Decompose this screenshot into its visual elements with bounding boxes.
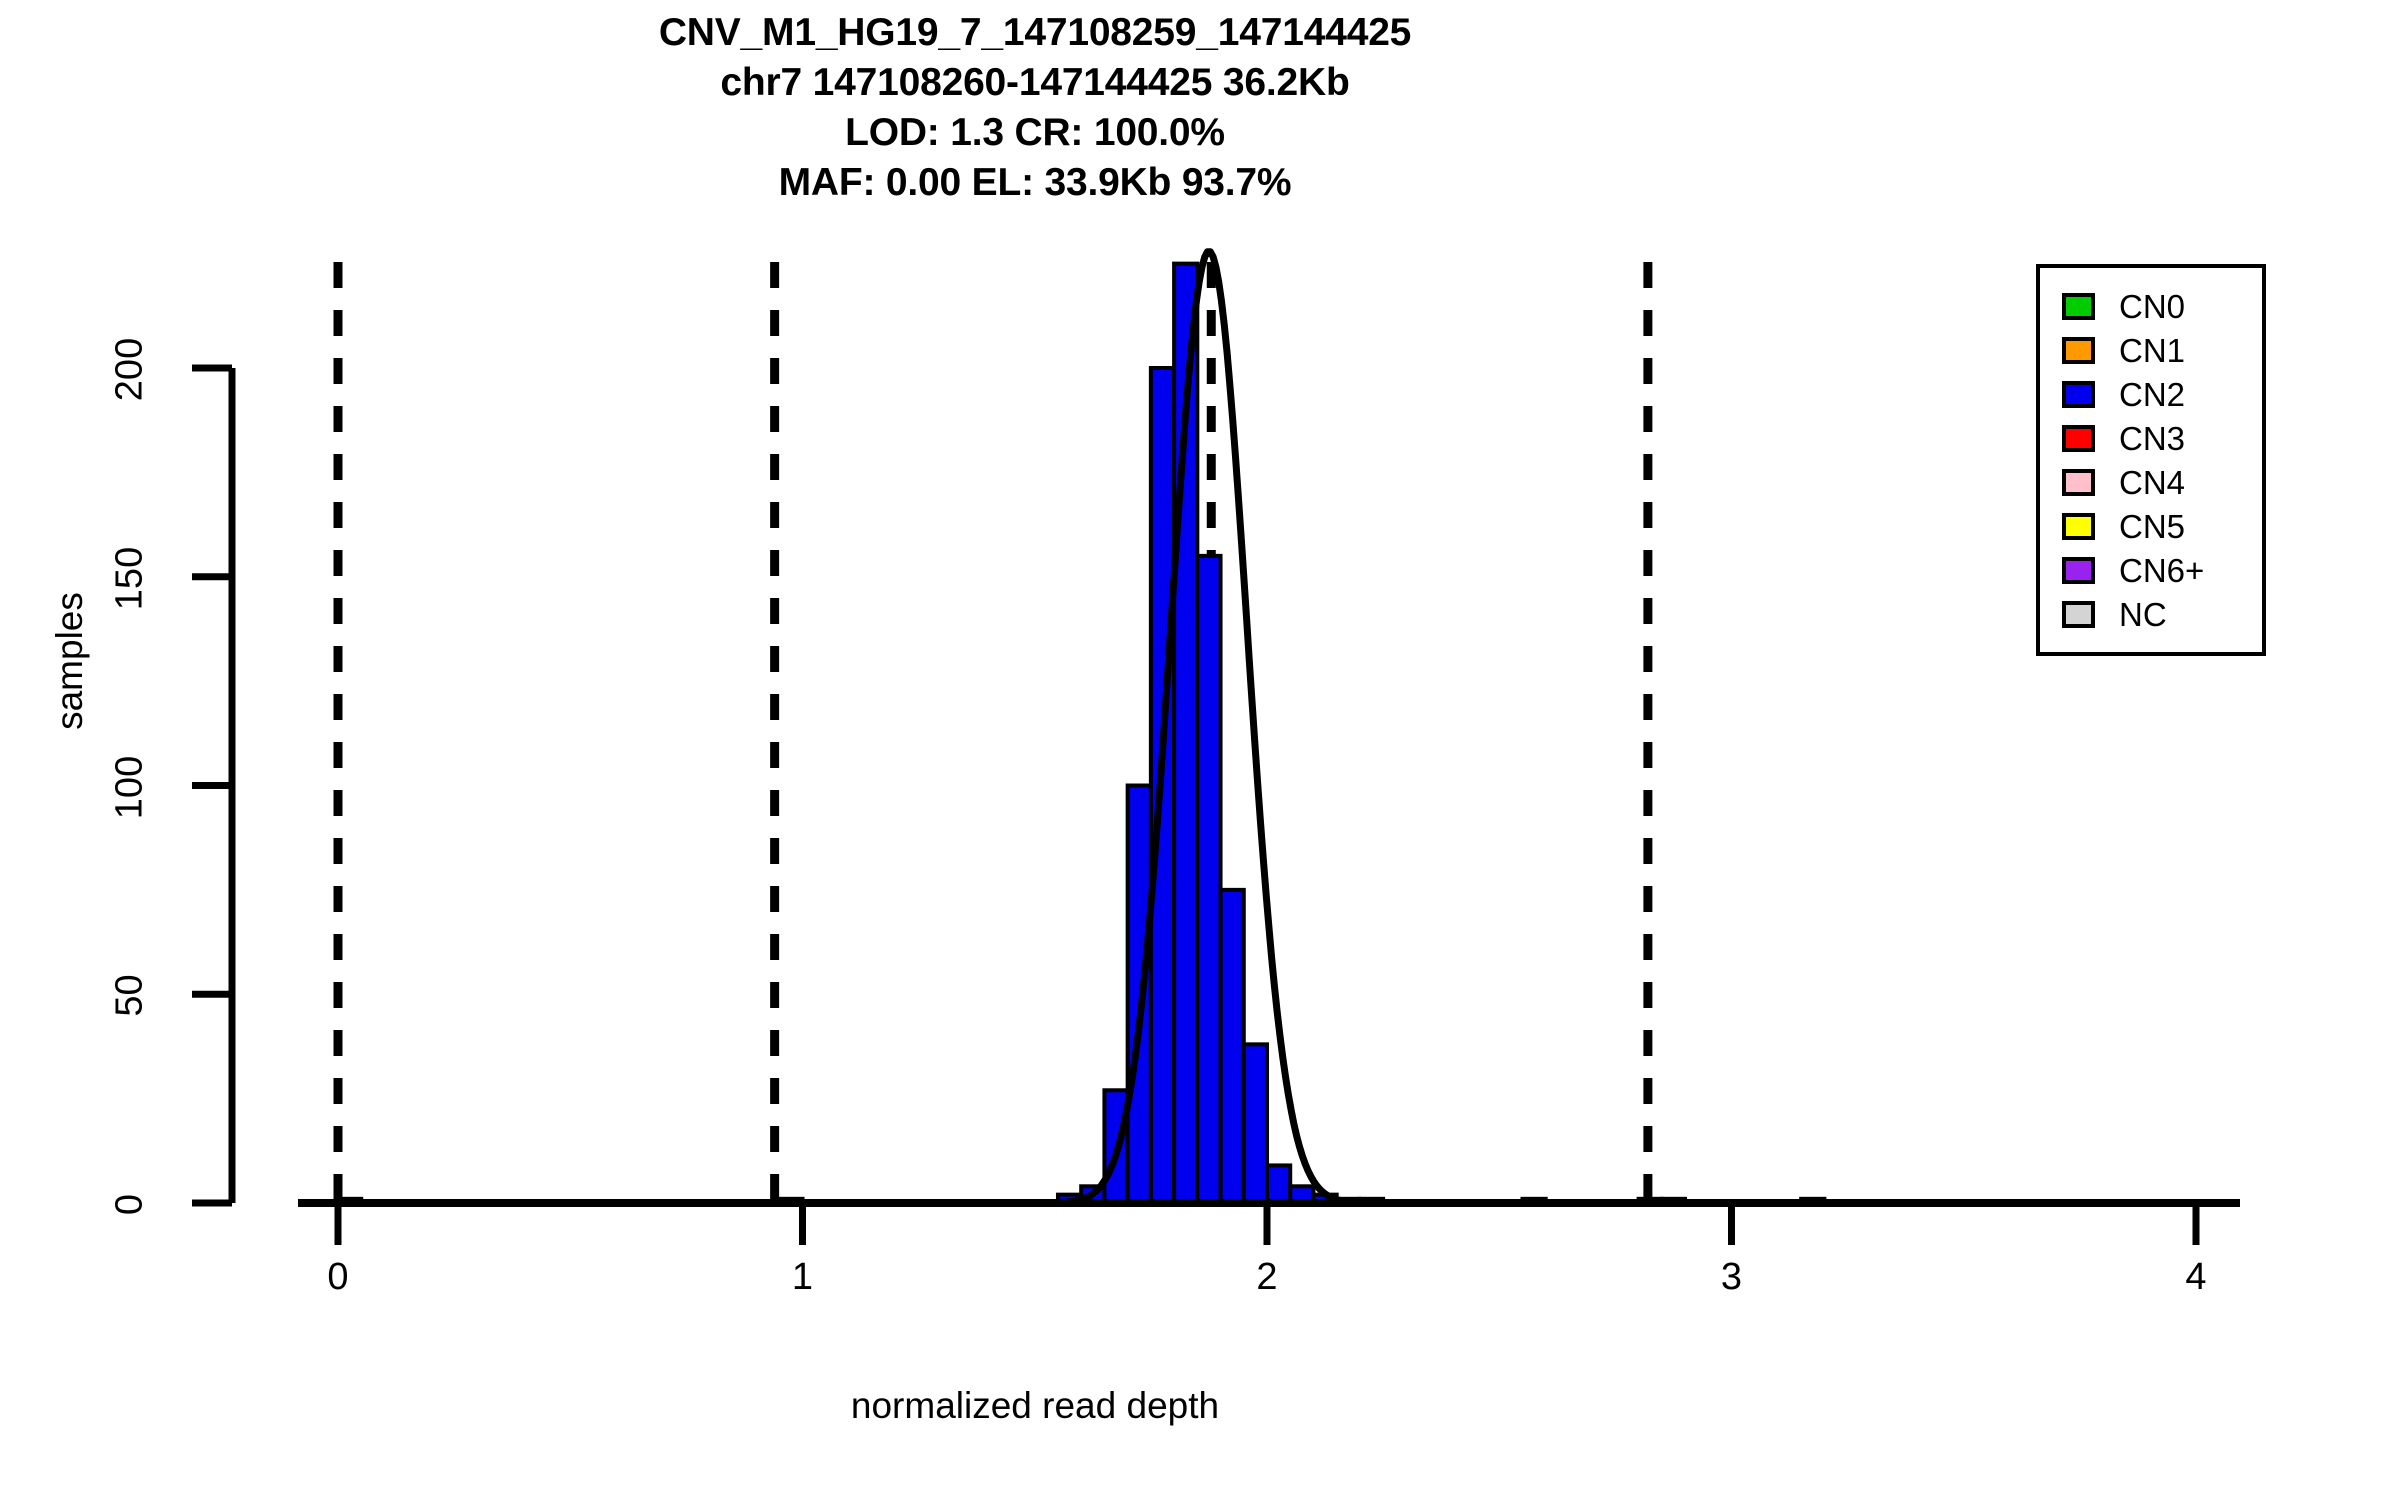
y-tick-label: 50 bbox=[108, 974, 151, 1017]
legend-item-cn3[interactable]: CN3 bbox=[2040, 416, 2262, 460]
legend-item-nc[interactable]: NC bbox=[2040, 592, 2262, 636]
x-tick-label: 4 bbox=[2185, 1256, 2207, 1298]
title-line-1: CNV_M1_HG19_7_147108259_147144425 bbox=[658, 11, 1412, 54]
histogram-bars bbox=[336, 261, 1827, 1206]
cn-reference-lines bbox=[333, 262, 1653, 1203]
legend-item-label: CN1 bbox=[2119, 331, 2186, 369]
legend-item-label: CN5 bbox=[2119, 507, 2186, 545]
title-line-4: MAF: 0.00 EL: 33.9Kb 93.7% bbox=[778, 161, 1292, 204]
x-tick-label: 3 bbox=[1720, 1256, 1743, 1298]
legend-item-cn0[interactable]: CN0 bbox=[2040, 284, 2262, 328]
y-tick-label: 0 bbox=[108, 1193, 151, 1216]
x-axis-label: normalized read depth bbox=[850, 1385, 1220, 1426]
legend-swatch-icon bbox=[2062, 468, 2095, 496]
legend-item-label: CN3 bbox=[2119, 419, 2186, 457]
copy-number-legend: CN0 CN1 CN2 CN3 CN4 CN5 CN6+ NC bbox=[2036, 264, 2266, 656]
legend-swatch-icon bbox=[2062, 512, 2095, 540]
histogram-bar bbox=[1241, 1042, 1270, 1205]
histogram-bar bbox=[1265, 1163, 1293, 1206]
histogram-bar bbox=[1218, 887, 1246, 1205]
legend-item-label: CN0 bbox=[2119, 287, 2186, 325]
legend-item-label: CN4 bbox=[2119, 463, 2186, 501]
legend-item-label: NC bbox=[2119, 595, 2167, 633]
histogram-bar bbox=[1195, 553, 1223, 1205]
plot-title: CNV_M1_HG19_7_147108259_147144425 chr7 1… bbox=[0, 8, 2070, 208]
x-tick-label: 0 bbox=[327, 1256, 349, 1298]
legend-item-cn6plus[interactable]: CN6+ bbox=[2040, 548, 2262, 592]
legend-swatch-icon bbox=[2062, 600, 2095, 628]
legend-item-label: CN2 bbox=[2119, 375, 2186, 413]
legend-swatch-icon bbox=[2062, 380, 2095, 408]
axis-lines bbox=[192, 364, 2240, 1245]
legend-item-label: CN6+ bbox=[2119, 551, 2205, 589]
legend-item-cn4[interactable]: CN4 bbox=[2040, 460, 2262, 504]
legend-item-cn1[interactable]: CN1 bbox=[2040, 328, 2262, 372]
legend-swatch-icon bbox=[2062, 556, 2095, 584]
title-line-3: LOD: 1.3 CR: 100.0% bbox=[845, 111, 1225, 154]
title-line-2: chr7 147108260-147144425 36.2Kb bbox=[720, 61, 1350, 104]
x-tick-label: 2 bbox=[1256, 1256, 1278, 1298]
y-tick-label: 200 bbox=[108, 337, 151, 402]
legend-item-cn2[interactable]: CN2 bbox=[2040, 372, 2262, 416]
legend-swatch-icon bbox=[2062, 292, 2095, 320]
x-tick-label: 1 bbox=[791, 1256, 814, 1298]
legend-item-cn5[interactable]: CN5 bbox=[2040, 504, 2262, 548]
y-tick-label: 100 bbox=[108, 755, 151, 819]
y-tick-label: 150 bbox=[108, 546, 151, 610]
y-axis-label: samples bbox=[49, 592, 90, 730]
legend-swatch-icon bbox=[2062, 424, 2095, 452]
legend-swatch-icon bbox=[2062, 336, 2095, 364]
